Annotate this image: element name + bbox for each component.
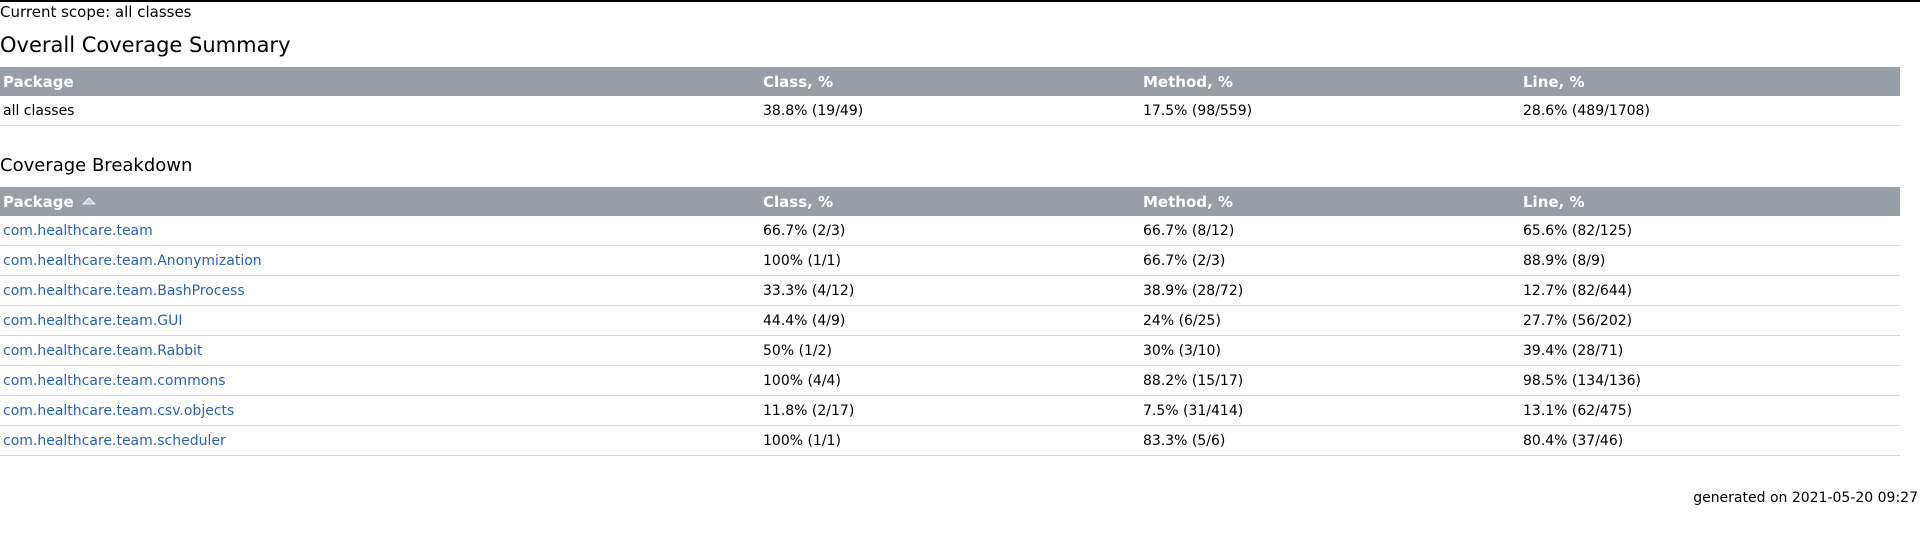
- top-border: [0, 0, 1920, 2]
- spacer: [0, 126, 1920, 154]
- package-link[interactable]: com.healthcare.team.scheduler: [3, 432, 226, 449]
- line-cell: 98.5% (134/136): [1520, 365, 1900, 396]
- line-cell: 80.4% (37/46): [1520, 425, 1900, 456]
- class-cell: 100% (1/1): [760, 425, 1140, 456]
- breakdown-table: Package Class, % Method, % Line, % com.h…: [0, 187, 1900, 456]
- breakdown-title: Coverage Breakdown: [0, 155, 193, 176]
- package-cell: com.healthcare.team.GUI: [0, 305, 760, 336]
- line-cell: 88.9% (8/9): [1520, 245, 1900, 276]
- method-cell: 24% (6/25): [1140, 305, 1520, 336]
- class-cell: 100% (1/1): [760, 245, 1140, 276]
- method-cell: 66.7% (2/3): [1140, 245, 1520, 276]
- table-row: com.healthcare.team.scheduler 100% (1/1)…: [0, 425, 1900, 456]
- summary-row: all classes 38.8% (19/49) 17.5% (98/559)…: [0, 96, 1900, 126]
- package-cell: com.healthcare.team.BashProcess: [0, 275, 760, 306]
- summary-header-class: Class, %: [763, 72, 834, 91]
- package-link[interactable]: com.healthcare.team.csv.objects: [3, 402, 235, 419]
- table-row: com.healthcare.team.commons 100% (4/4) 8…: [0, 365, 1900, 396]
- generated-timestamp: generated on 2021-05-20 09:27: [1693, 490, 1918, 506]
- class-cell: 11.8% (2/17): [760, 395, 1140, 426]
- line-cell: 13.1% (62/475): [1520, 395, 1900, 426]
- line-cell: 27.7% (56/202): [1520, 305, 1900, 336]
- class-cell: 33.3% (4/12): [760, 275, 1140, 306]
- package-cell: com.healthcare.team.scheduler: [0, 425, 760, 456]
- package-link[interactable]: com.healthcare.team: [3, 222, 153, 239]
- sort-ascending-icon[interactable]: [81, 197, 96, 205]
- class-cell: 100% (4/4): [760, 365, 1140, 396]
- method-cell: 83.3% (5/6): [1140, 425, 1520, 456]
- table-row: com.healthcare.team.Anonymization 100% (…: [0, 245, 1900, 276]
- package-cell: com.healthcare.team.Anonymization: [0, 245, 760, 276]
- package-cell: com.healthcare.team.csv.objects: [0, 395, 760, 426]
- package-cell: com.healthcare.team: [0, 216, 760, 246]
- package-cell: com.healthcare.team.Rabbit: [0, 335, 760, 366]
- summary-header-method: Method, %: [1143, 72, 1233, 91]
- package-cell: com.healthcare.team.commons: [0, 365, 760, 396]
- class-cell: 66.7% (2/3): [760, 216, 1140, 246]
- table-row: com.healthcare.team 66.7% (2/3) 66.7% (8…: [0, 216, 1900, 246]
- summary-line: 28.6% (489/1708): [1520, 96, 1900, 126]
- summary-title: Overall Coverage Summary: [0, 33, 291, 57]
- breakdown-header-line[interactable]: Line, %: [1523, 192, 1585, 211]
- summary-package: all classes: [0, 96, 760, 126]
- line-cell: 65.6% (82/125): [1520, 216, 1900, 246]
- summary-class: 38.8% (19/49): [760, 96, 1140, 126]
- breakdown-header-class[interactable]: Class, %: [763, 192, 834, 211]
- breakdown-header-row: Package Class, % Method, % Line, %: [0, 187, 1900, 216]
- package-link[interactable]: com.healthcare.team.commons: [3, 372, 226, 389]
- summary-table: Package Class, % Method, % Line, % all c…: [0, 67, 1900, 126]
- line-cell: 12.7% (82/644): [1520, 275, 1900, 306]
- method-cell: 30% (3/10): [1140, 335, 1520, 366]
- table-row: com.healthcare.team.BashProcess 33.3% (4…: [0, 275, 1900, 306]
- class-cell: 50% (1/2): [760, 335, 1140, 366]
- line-cell: 39.4% (28/71): [1520, 335, 1900, 366]
- breakdown-header-method[interactable]: Method, %: [1143, 192, 1233, 211]
- summary-header-line: Line, %: [1523, 72, 1585, 91]
- breakdown-header-package-label: Package: [3, 192, 74, 211]
- summary-header-row: Package Class, % Method, % Line, %: [0, 67, 1900, 96]
- class-cell: 44.4% (4/9): [760, 305, 1140, 336]
- current-scope: Current scope: all classes: [0, 3, 192, 21]
- summary-method: 17.5% (98/559): [1140, 96, 1520, 126]
- table-row: com.healthcare.team.GUI 44.4% (4/9) 24% …: [0, 305, 1900, 336]
- package-link[interactable]: com.healthcare.team.GUI: [3, 312, 183, 329]
- table-row: com.healthcare.team.Rabbit 50% (1/2) 30%…: [0, 335, 1900, 366]
- package-link[interactable]: com.healthcare.team.Anonymization: [3, 252, 262, 269]
- method-cell: 66.7% (8/12): [1140, 216, 1520, 246]
- method-cell: 7.5% (31/414): [1140, 395, 1520, 426]
- method-cell: 38.9% (28/72): [1140, 275, 1520, 306]
- method-cell: 88.2% (15/17): [1140, 365, 1520, 396]
- package-link[interactable]: com.healthcare.team.Rabbit: [3, 342, 203, 359]
- breakdown-header-package[interactable]: Package: [0, 187, 760, 216]
- package-link[interactable]: com.healthcare.team.BashProcess: [3, 282, 245, 299]
- summary-header-package: Package: [3, 72, 74, 91]
- table-row: com.healthcare.team.csv.objects 11.8% (2…: [0, 395, 1900, 426]
